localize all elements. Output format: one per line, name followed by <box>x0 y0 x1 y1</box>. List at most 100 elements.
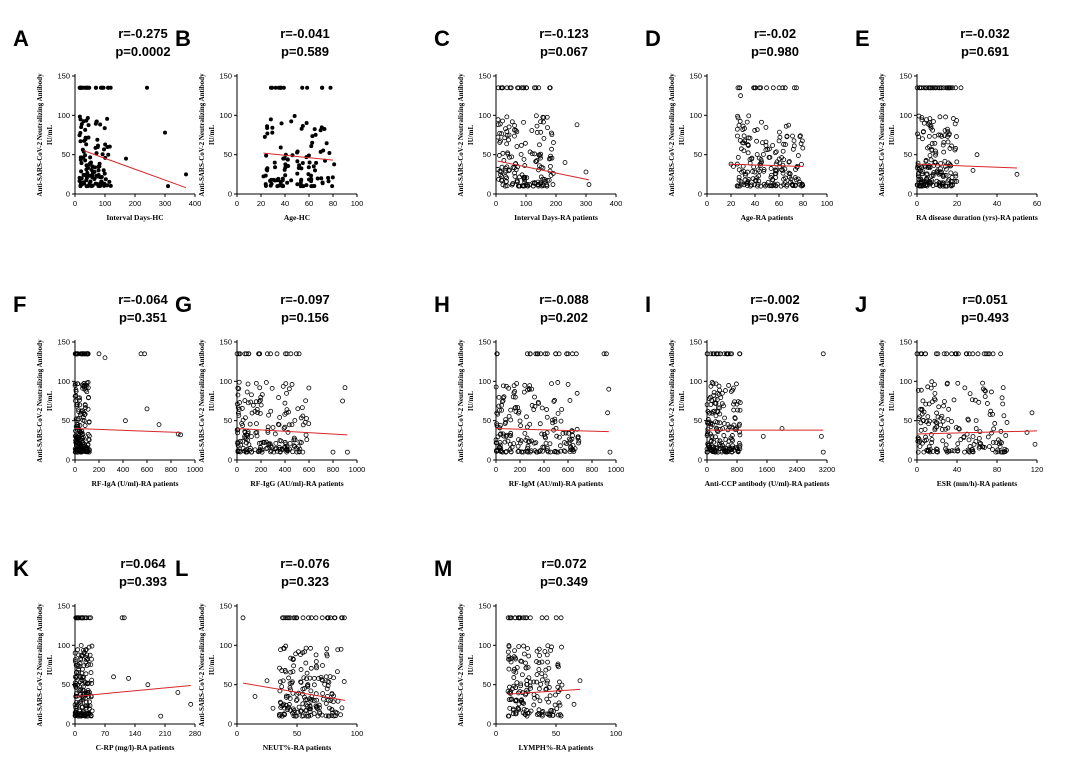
data-point <box>525 665 531 670</box>
y-axis-label: Anti-SARS-CoV-2 Neutralizing Antibody IU/… <box>198 73 216 197</box>
data-point <box>304 713 310 719</box>
y-axis-label-line2: IU/mL <box>208 391 216 412</box>
data-point <box>497 440 503 445</box>
data-point <box>295 159 300 164</box>
data-point <box>515 449 521 455</box>
x-tick-label: 200 <box>129 199 142 208</box>
data-point <box>932 418 938 424</box>
y-tick-label: 0 <box>698 456 702 465</box>
data-point <box>520 183 526 189</box>
data-point <box>918 420 924 426</box>
data-point <box>541 119 546 125</box>
data-point <box>286 675 291 681</box>
data-point <box>717 387 722 393</box>
trend-line <box>242 682 346 701</box>
data-point <box>557 687 563 693</box>
data-point <box>74 351 80 357</box>
data-point <box>763 142 769 148</box>
data-point <box>289 679 295 685</box>
data-point <box>742 173 748 178</box>
data-point <box>567 398 573 403</box>
data-point <box>105 116 110 121</box>
data-point <box>928 432 934 437</box>
data-point <box>295 182 300 187</box>
data-point <box>95 144 100 149</box>
data-point <box>791 138 797 144</box>
y-axis-label: Anti-SARS-CoV-2 Neutralizing Antibody IU/… <box>668 339 686 463</box>
data-point <box>86 437 92 443</box>
data-point <box>944 183 950 189</box>
data-point <box>74 682 80 688</box>
data-point <box>322 126 327 131</box>
y-tick-label: 0 <box>908 190 912 199</box>
data-point <box>509 154 515 160</box>
data-point <box>300 686 306 692</box>
data-point <box>311 682 317 688</box>
data-point <box>335 669 340 675</box>
data-point <box>969 447 975 452</box>
data-point <box>283 173 288 178</box>
data-point <box>293 351 299 357</box>
data-point <box>498 447 504 453</box>
data-point <box>932 391 938 396</box>
data-point <box>531 702 537 708</box>
data-point <box>80 684 86 689</box>
x-tick-label: 80 <box>799 199 807 208</box>
data-point <box>555 712 561 718</box>
trend-line <box>263 152 334 161</box>
data-point <box>308 688 314 694</box>
y-axis-label: Anti-SARS-CoV-2 Neutralizing Antibody IU/… <box>198 603 216 727</box>
data-point <box>923 351 928 357</box>
data-point <box>527 351 533 357</box>
data-point <box>101 147 106 152</box>
data-point <box>780 85 786 91</box>
data-point <box>531 679 537 685</box>
data-point <box>781 157 787 163</box>
data-point <box>306 153 311 158</box>
data-point <box>1032 441 1038 447</box>
data-point <box>309 173 314 178</box>
p-value: p=0.589 <box>281 44 329 59</box>
data-point <box>81 172 86 177</box>
data-point <box>977 429 983 435</box>
data-point <box>915 173 921 179</box>
data-point <box>240 445 246 451</box>
data-point <box>263 380 269 385</box>
data-point <box>98 122 103 127</box>
data-point <box>562 440 567 445</box>
data-point <box>299 177 304 182</box>
data-point <box>561 448 567 454</box>
panel-letter: C <box>434 26 450 51</box>
data-point <box>508 659 514 665</box>
data-point <box>245 381 251 387</box>
data-point <box>936 132 942 138</box>
x-tick-label: 0 <box>235 729 239 738</box>
data-point <box>528 708 534 714</box>
data-point <box>719 448 725 454</box>
data-point <box>786 159 792 164</box>
data-point <box>962 449 967 455</box>
data-point <box>328 615 333 621</box>
x-tick-label: 1000 <box>608 465 625 474</box>
data-point <box>86 644 92 650</box>
data-point <box>950 85 955 91</box>
data-point <box>309 615 314 621</box>
y-tick-label: 50 <box>62 416 70 425</box>
data-point <box>915 160 921 166</box>
p-value: p=0.349 <box>540 574 588 589</box>
data-point <box>83 153 88 158</box>
data-point <box>291 708 297 713</box>
data-point <box>96 168 101 173</box>
x-tick-label: 120 <box>1031 465 1044 474</box>
data-point <box>234 427 240 433</box>
data-point <box>291 443 297 449</box>
data-point <box>571 449 577 454</box>
data-point <box>495 122 501 128</box>
data-point <box>254 421 259 426</box>
data-point <box>714 351 720 357</box>
data-point <box>713 400 719 406</box>
data-point <box>306 615 311 621</box>
data-point <box>749 182 755 188</box>
